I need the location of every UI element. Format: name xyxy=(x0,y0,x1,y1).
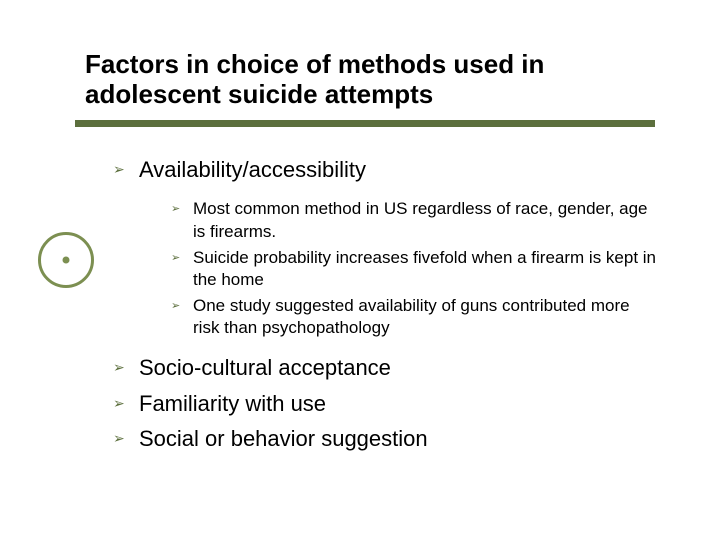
bullet-label: Availability/accessibility xyxy=(139,157,366,182)
list-item: Availability/accessibility Most common m… xyxy=(113,155,660,339)
list-item: Most common method in US regardless of r… xyxy=(171,198,660,242)
sub-bullet-text: One study suggested availability of guns… xyxy=(193,296,630,337)
accent-circle-icon xyxy=(38,232,94,288)
list-item: Suicide probability increases fivefold w… xyxy=(171,247,660,291)
slide-container: Factors in choice of methods used in ado… xyxy=(0,0,720,540)
list-item: Familiarity with use xyxy=(113,389,660,419)
sub-bullet-text: Suicide probability increases fivefold w… xyxy=(193,248,656,289)
list-item: Socio-cultural acceptance xyxy=(113,353,660,383)
bullet-label: Social or behavior suggestion xyxy=(139,426,428,451)
list-item: Social or behavior suggestion xyxy=(113,424,660,454)
title-underline xyxy=(75,120,655,127)
bullet-list-level1: Availability/accessibility Most common m… xyxy=(85,155,660,454)
bullet-list-level2: Most common method in US regardless of r… xyxy=(139,198,660,339)
bullet-label: Socio-cultural acceptance xyxy=(139,355,391,380)
slide-title: Factors in choice of methods used in ado… xyxy=(85,50,660,110)
bullet-label: Familiarity with use xyxy=(139,391,326,416)
list-item: One study suggested availability of guns… xyxy=(171,295,660,339)
sub-bullet-text: Most common method in US regardless of r… xyxy=(193,199,648,240)
